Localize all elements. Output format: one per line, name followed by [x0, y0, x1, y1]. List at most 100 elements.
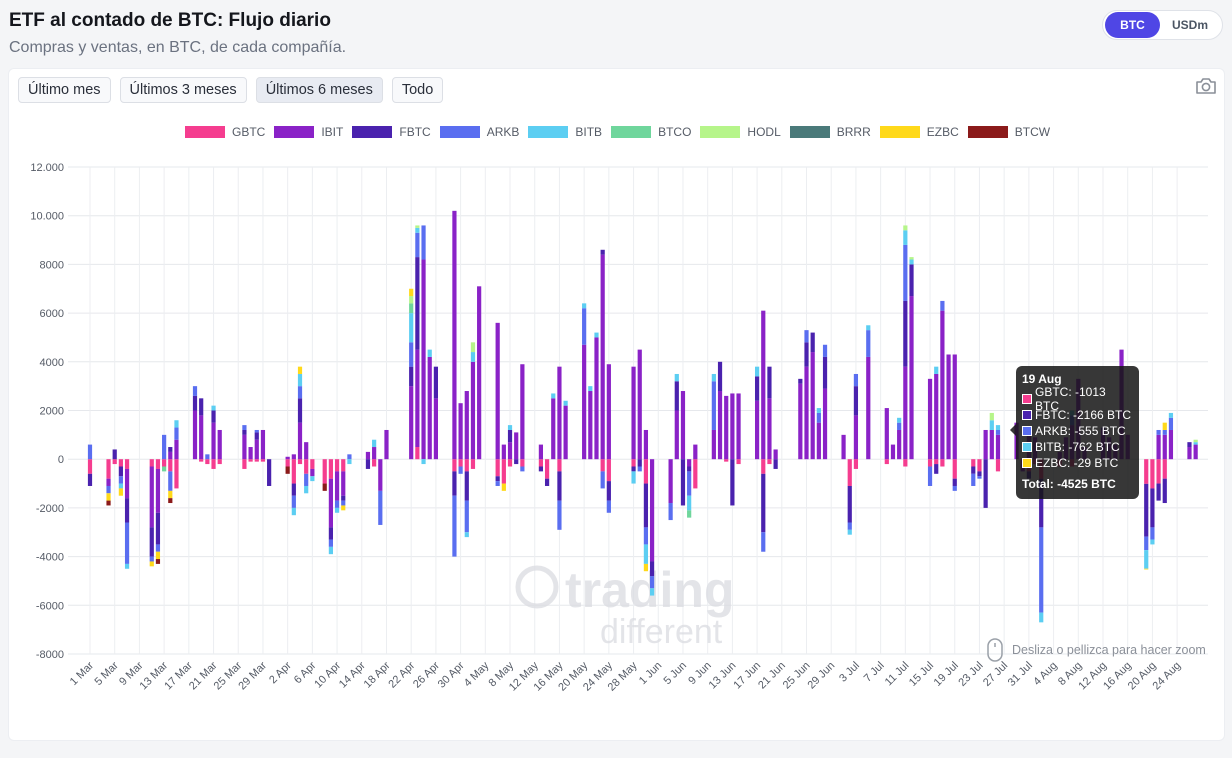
legend-item-brrr[interactable]: BRRR [789, 125, 871, 139]
bar-segment-ibit [952, 354, 957, 460]
bar-segment-fbtc [495, 476, 500, 482]
bar-segment-fbtc [87, 473, 93, 486]
range-last-6-months-button[interactable]: Últimos 6 meses [255, 77, 383, 103]
x-tick-label: 15 Jul [907, 660, 936, 689]
y-tick-label: 4000 [40, 357, 64, 369]
legend-item-ezbc[interactable]: EZBC [879, 125, 959, 139]
bar-segment-gbtc [557, 459, 562, 472]
range-all-button[interactable]: Todo [391, 77, 444, 103]
tooltip-row-label: EZBC: -29 BTC [1035, 456, 1119, 470]
bar-segment-ibit [680, 391, 686, 460]
bar-segment-gbtc [643, 459, 649, 484]
zoom-hint: Desliza o pellizca para hacer zoom [986, 638, 1206, 662]
legend-item-bitb[interactable]: BITB [528, 125, 602, 139]
bar-segment-arkb [341, 500, 346, 506]
legend-item-ibit[interactable]: IBIT [274, 125, 343, 139]
bar-segment-fbtc [971, 466, 976, 474]
unit-btc-button[interactable]: BTC [1105, 12, 1160, 38]
bar-segment-ibit [328, 478, 333, 528]
bar-segment-btcw [168, 498, 173, 504]
bar-segment-gbtc [87, 459, 93, 474]
bar-segment-ezbc [1144, 568, 1149, 570]
bar-segment-ibit [866, 356, 871, 460]
legend-item-arkb[interactable]: ARKB [439, 125, 519, 139]
legend-item-btcw[interactable]: BTCW [967, 125, 1050, 139]
legend-item-fbtc[interactable]: FBTC [352, 125, 431, 139]
tooltip-swatch [1022, 410, 1032, 420]
bar-segment-fbtc [804, 342, 809, 367]
bar-segment-ibit [199, 415, 204, 460]
bar-segment-gbtc [334, 459, 340, 472]
bar-segment-arkb [600, 471, 605, 489]
bar-segment-arkb [952, 485, 957, 491]
bar-segment-gbtc [242, 459, 247, 469]
legend-item-gbtc[interactable]: GBTC [185, 125, 265, 139]
bar-segment-fbtc [254, 432, 259, 440]
bar-segment-ibit [903, 366, 908, 460]
bar-segment-fbtc [544, 478, 550, 486]
range-last-3-months-button[interactable]: Últimos 3 meses [119, 77, 247, 103]
bar-segment-fbtc [600, 249, 605, 255]
bar-segment-fbtc [297, 398, 303, 423]
legend-item-btco[interactable]: BTCO [611, 125, 691, 139]
bar-segment-gbtc [291, 459, 296, 484]
tooltip-swatch [1022, 394, 1032, 404]
bar-segment-ibit [452, 210, 457, 460]
bar-segment-gbtc [767, 459, 772, 465]
bar-segment-ezbc [643, 563, 649, 572]
bar-segment-bitb [409, 313, 414, 343]
bar-segment-gbtc [199, 459, 204, 462]
bar-segment-hodl [415, 225, 420, 228]
bar-segment-fbtc [810, 332, 815, 353]
bar-segment-arkb [192, 386, 198, 396]
chart-tooltip: 19 Aug GBTC: -1013 BTC FBTC: -2166 BTC ARK… [1010, 366, 1139, 499]
bar-segment-hodl [909, 257, 914, 260]
bar-segment-btcw [155, 559, 161, 564]
bar-segment-bitb [847, 529, 852, 535]
bar-segment-ibit [248, 447, 253, 460]
bar-segment-fbtc [643, 483, 649, 528]
bar-segment-arkb [1168, 417, 1174, 430]
bar-segment-ibit [582, 344, 587, 460]
bar-segment-ezbc [341, 505, 346, 511]
bar-segment-bitb [563, 400, 568, 406]
range-last-month-button[interactable]: Último mes [18, 77, 111, 103]
bar-segment-ibit [501, 444, 506, 460]
bar-segment-fbtc [674, 381, 679, 411]
unit-toggle: BTC USDm [1102, 10, 1223, 40]
legend-item-hodl[interactable]: HODL [700, 125, 781, 139]
bar-segment-arkb [637, 466, 642, 472]
bar-segment-arkb [866, 330, 871, 357]
bar-segment-gbtc [155, 459, 161, 469]
bar-segment-ibit [724, 395, 729, 460]
bar-segment-arkb [847, 522, 852, 530]
bar-segment-gbtc [903, 459, 908, 467]
tooltip-row: ARKB: -555 BTC [1022, 423, 1133, 439]
bar-segment-bitb [995, 425, 1001, 430]
bar-segment-ibit [538, 444, 544, 460]
bar-segment-fbtc [687, 466, 692, 472]
unit-usd-button[interactable]: USDm [1171, 18, 1208, 32]
bar-segment-arkb [297, 386, 303, 399]
bar-segment-ibit [761, 310, 766, 460]
bar-segment-ibit [773, 449, 778, 460]
bar-segment-gbtc [520, 459, 525, 467]
legend-swatch [185, 126, 225, 138]
tooltip-swatch [1022, 426, 1032, 436]
bar-segment-arkb [853, 373, 859, 387]
bar-segment-fbtc [767, 366, 772, 399]
mouse-icon [987, 638, 1003, 662]
bar-segment-fbtc [1187, 442, 1192, 448]
y-tick-label: 8000 [40, 259, 64, 271]
legend-label: HODL [747, 125, 781, 139]
bar-segment-fbtc [328, 527, 333, 540]
bar-segment-bitb [415, 227, 420, 233]
bar-segment-btcw [285, 466, 290, 474]
bar-segment-fbtc [168, 447, 173, 452]
camera-icon[interactable] [1195, 77, 1217, 95]
watermark-logo-icon [515, 565, 559, 609]
bar-segment-ibit [557, 366, 562, 460]
bar-segment-gbtc [297, 459, 303, 465]
tooltip-row-label: FBTC: -2166 BTC [1035, 408, 1132, 422]
